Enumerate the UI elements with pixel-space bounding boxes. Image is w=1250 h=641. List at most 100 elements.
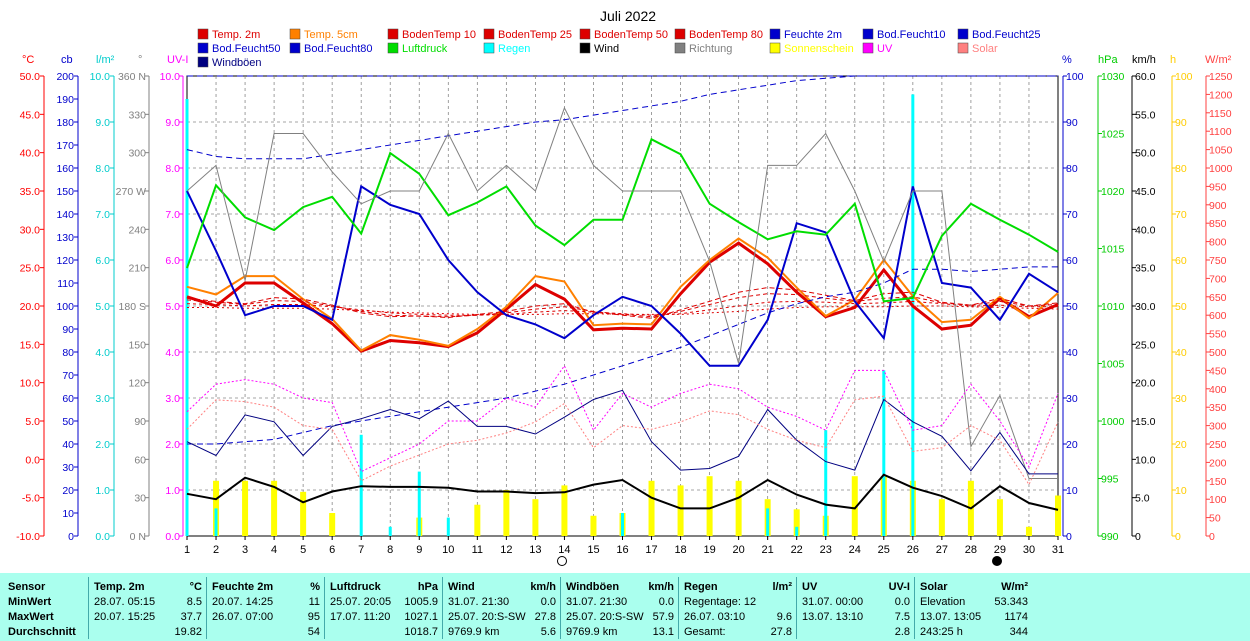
- axis-tick-label: 10: [1066, 485, 1078, 497]
- sunshine-bar: [677, 485, 684, 536]
- legend: Temp. 2m Temp. 5cm BodenTemp 10 BodenTemp 2…: [197, 28, 1041, 69]
- axis-tick-label: 50: [1066, 301, 1078, 313]
- axis-tick-label: 25.0: [1135, 339, 1156, 351]
- x-tick-label: 5: [300, 544, 306, 556]
- legend-swatch: [957, 28, 969, 40]
- axis-tick-label: 360 N: [118, 71, 146, 83]
- x-tick-label: 25: [878, 544, 890, 556]
- axis-tick-label: 120: [128, 378, 146, 390]
- summary-row-label: Durchschnitt: [8, 626, 76, 638]
- summary-cell-value: 1174: [1004, 611, 1028, 623]
- summary-cell-time: 20.07. 15:25: [94, 611, 156, 623]
- summary-cell-value: 1018.7: [404, 626, 438, 638]
- axis-tick-label: -10.0: [16, 531, 40, 543]
- axis-tick-label: 30.0: [1135, 301, 1156, 313]
- axis-tick-label: 850: [1209, 218, 1227, 230]
- sunshine-bar: [735, 480, 742, 536]
- summary-cell-value: 2.8: [894, 626, 910, 638]
- rain-bar: [185, 99, 189, 536]
- legend-label: Temp. 2m: [212, 29, 260, 41]
- summary-header-unit: W/m²: [1001, 581, 1028, 593]
- summary-cell-time: 26.07. 03:10: [684, 611, 746, 623]
- axis-tick-label: 700: [1209, 273, 1227, 285]
- legend-swatch: [289, 28, 301, 40]
- x-tick-label: 4: [271, 544, 277, 556]
- summary-header: Windböen: [566, 581, 620, 593]
- axis-tick-label: 60: [1066, 255, 1078, 267]
- axis-tick-label: 550: [1209, 329, 1227, 341]
- x-tick-label: 9: [416, 544, 422, 556]
- legend-label: Solar: [972, 43, 998, 55]
- axis-tick-label: 1200: [1209, 89, 1233, 101]
- summary-cell-value: 27.8: [770, 626, 792, 638]
- legend-swatch: [197, 42, 209, 54]
- sunshine-bar: [648, 480, 655, 536]
- legend-swatch: [674, 28, 686, 40]
- summary-column-divider: [206, 577, 207, 639]
- series-line-bodentemp-80: [187, 305, 1059, 315]
- x-tick-label: 20: [733, 544, 745, 556]
- axis-tick-label: 110: [57, 278, 74, 290]
- axis-tick-label: 40: [1066, 347, 1078, 359]
- sunshine-bar: [793, 509, 800, 536]
- sunshine-bar: [242, 480, 249, 536]
- axis-tick-label: 330: [128, 109, 146, 121]
- sunshine-bar: [503, 490, 510, 536]
- legend-swatch: [862, 42, 874, 54]
- axis-tick-label: 1.0: [95, 485, 110, 497]
- summary-cell-time: 26.07. 07:00: [212, 611, 274, 623]
- axis-tick-label: 4.0: [95, 347, 110, 359]
- summary-cell-value: 8.5: [186, 596, 202, 608]
- axis-tick-label: 5.0: [95, 301, 110, 313]
- axis-tick-label: 2.0: [165, 439, 180, 451]
- sunshine-bar: [706, 476, 713, 536]
- axis-tick-label: -5.0: [22, 493, 40, 505]
- axis-tick-label: 210: [128, 263, 146, 275]
- summary-cell-value: 95: [307, 611, 320, 623]
- summary-cell-value: 37.7: [180, 611, 202, 623]
- series-line-bodentemp-50: [186, 300, 1058, 316]
- axis-unit: UV-I: [167, 54, 188, 66]
- sunshine-bar: [474, 504, 481, 536]
- x-tick-label: 10: [442, 544, 454, 556]
- summary-header: Luftdruck: [330, 581, 381, 593]
- legend-label: Windböen: [212, 57, 262, 69]
- axis-tick-label: 30: [62, 462, 74, 474]
- axis-tick-label: 10.0: [160, 71, 181, 83]
- x-tick-label: 17: [645, 544, 657, 556]
- axis-tick-label: 45.0: [20, 109, 41, 121]
- axis-tick-label: 70: [62, 370, 74, 382]
- series-line-luftdruck: [186, 137, 1059, 303]
- x-tick-label: 21: [762, 544, 774, 556]
- axis-tick-label: 1100: [1209, 126, 1232, 138]
- axis-tick-label: 30: [1175, 393, 1187, 405]
- axis-tick-label: 3.0: [165, 393, 180, 405]
- sunshine-bar: [1055, 495, 1061, 536]
- axis-tick-label: 1150: [1209, 108, 1232, 120]
- x-tick-label: 7: [358, 544, 364, 556]
- legend-label: Regen: [498, 43, 530, 55]
- axis-tick-label: 90: [62, 324, 74, 336]
- sunshine-bar: [1025, 526, 1032, 536]
- series-line-bod-feucht50: [187, 266, 1058, 445]
- axis-tick-label: 100: [56, 301, 74, 313]
- axis-tick-label: 0: [1175, 531, 1181, 543]
- axis-tick-label: 30.0: [20, 224, 41, 236]
- axis-unit: km/h: [1132, 54, 1156, 66]
- axis-tick-label: 30: [1066, 393, 1078, 405]
- sunshine-bar: [851, 476, 858, 536]
- axis-tick-label: 1010: [1101, 301, 1125, 313]
- series-line-windb-en: [186, 389, 1058, 475]
- sunshine-bar: [938, 499, 945, 536]
- legend-swatch: [674, 42, 686, 54]
- axis-tick-label: 1250: [1209, 71, 1233, 83]
- legend-label: BodenTemp 50: [594, 29, 668, 41]
- rain-bar: [446, 517, 450, 536]
- axis-tick-label: 25.0: [20, 263, 41, 275]
- axis-tick-label: 270 W: [116, 186, 146, 198]
- summary-cell-time: 243:25 h: [920, 626, 963, 638]
- axis-unit: h: [1170, 54, 1176, 66]
- series-line-bodentemp-10: [186, 287, 1059, 319]
- axis-tick-label: 40: [62, 439, 74, 451]
- summary-column-divider: [914, 577, 915, 639]
